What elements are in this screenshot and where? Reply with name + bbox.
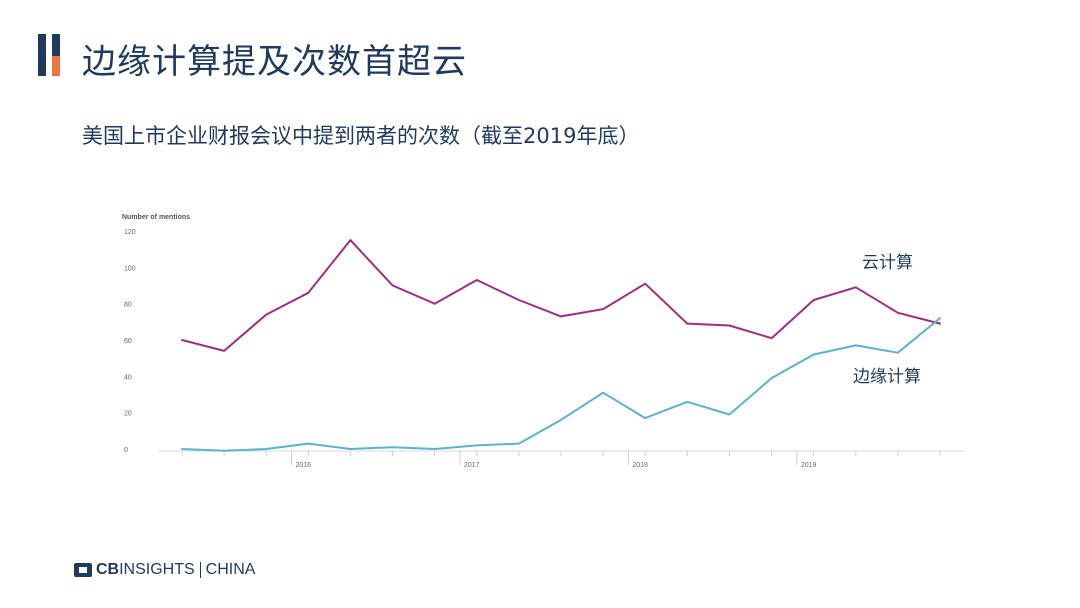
series-line-cloud bbox=[181, 239, 941, 352]
x-tick-label: 2019 bbox=[801, 462, 817, 469]
logo-mark-icon bbox=[74, 563, 92, 577]
accent-bar-left bbox=[38, 34, 46, 76]
logo-china: CHINA bbox=[205, 561, 256, 578]
y-tick-label: 80 bbox=[124, 302, 132, 309]
x-tick-label: 2018 bbox=[632, 462, 648, 469]
y-tick-label: 100 bbox=[124, 265, 136, 272]
chart-subtitle: 美国上市企业财报会议中提到两者的次数（截至2019年底） bbox=[82, 124, 640, 148]
y-tick-label: 40 bbox=[124, 374, 132, 381]
logo-insights: INSIGHTS bbox=[119, 561, 195, 578]
series-line-edge bbox=[181, 317, 941, 452]
axis-layer: Number of mentions 0 20 40 60 80 100 120 2016 201… bbox=[122, 214, 965, 469]
y-tick-label: 60 bbox=[124, 338, 132, 345]
logo-separator bbox=[199, 562, 201, 578]
y-tick-label: 120 bbox=[124, 229, 136, 236]
y-axis-title: Number of mentions bbox=[122, 214, 190, 221]
y-tick-label: 0 bbox=[124, 447, 128, 454]
series-label-cloud: 云计算 bbox=[862, 253, 913, 273]
x-tick-label: 2017 bbox=[464, 462, 480, 469]
cbinsights-logo: CB INSIGHTS CHINA bbox=[74, 560, 255, 580]
accent-bar-right bbox=[52, 34, 60, 76]
x-tick-label: 2016 bbox=[295, 462, 311, 469]
series-layer bbox=[181, 239, 941, 452]
logo-cb: CB bbox=[96, 561, 120, 578]
series-label-edge: 边缘计算 bbox=[853, 367, 921, 387]
y-tick-label: 20 bbox=[124, 411, 132, 418]
page-title: 边缘计算提及次数首超云 bbox=[82, 42, 467, 82]
title-accent-bars bbox=[38, 34, 62, 76]
